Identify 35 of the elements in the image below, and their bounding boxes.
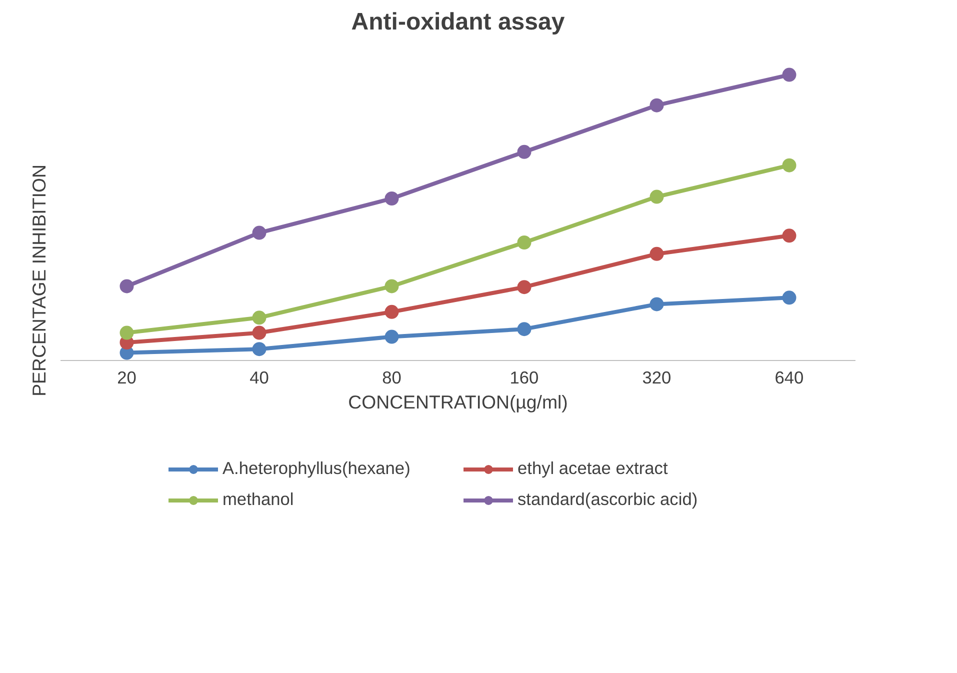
y-axis-title: PERCENTAGE INHIBITION [28,164,50,396]
x-tick-label: 320 [642,368,672,388]
point [252,326,266,340]
point [120,279,134,294]
legend-label: A.heterophyllus(hexane) [222,458,412,479]
point [650,190,664,204]
legend-label: ethyl acetae extract [518,458,669,479]
point [384,304,399,319]
x-tick-label: 160 [510,368,539,388]
point [384,330,399,344]
x-tick-label: 80 [382,368,402,388]
point [650,246,664,261]
x-tick-label: 640 [774,368,804,388]
point [517,322,532,336]
point [517,144,532,159]
legend-label: methanol [222,489,295,510]
legend-label: standard(ascorbic acid) [518,489,699,510]
chart-title: Anti-oxidant assay [351,8,566,36]
point [517,280,532,294]
point [252,226,266,240]
point [782,290,796,305]
point [782,228,796,243]
x-tick-label: 20 [117,368,136,388]
x-tick-label: 40 [250,368,269,388]
point [782,158,796,172]
point [650,98,664,112]
point [384,279,399,294]
point [252,342,266,356]
point [384,192,399,206]
x-axis-title: CONCENTRATION(µg/ml) [348,392,568,412]
point [120,326,134,340]
point [517,236,532,250]
point [782,68,796,82]
point [252,310,266,325]
point [650,297,664,312]
